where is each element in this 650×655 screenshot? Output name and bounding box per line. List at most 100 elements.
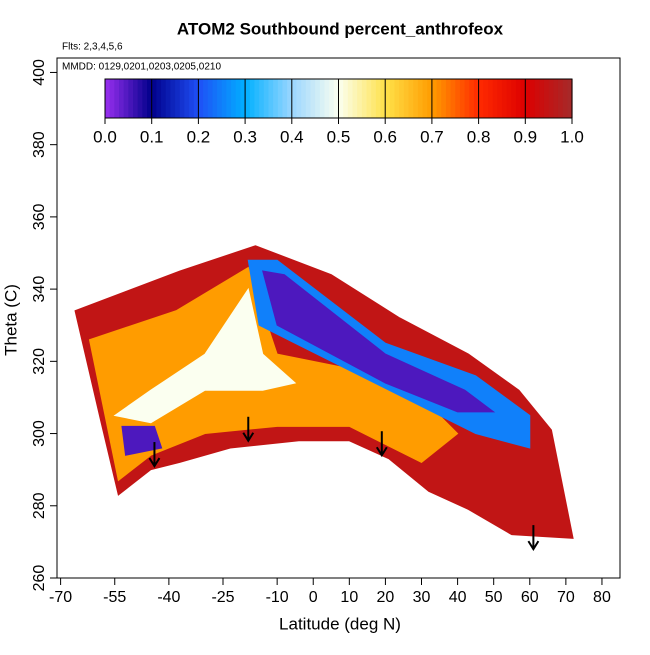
colorbar-cell xyxy=(319,79,326,118)
annotation: MMDD: 0129,0201,0203,0205,0210 xyxy=(62,62,221,73)
colorbar-cell xyxy=(231,79,237,118)
colorbar-cell xyxy=(445,79,452,118)
colorbar-cell xyxy=(133,79,139,118)
colorbar-cell xyxy=(352,79,358,118)
colorbar-cell xyxy=(301,79,307,118)
y-tick-label: 280 xyxy=(31,492,48,519)
colorbar-cell xyxy=(520,79,526,118)
y-tick-label: 260 xyxy=(31,565,48,592)
x-tick-label: -25 xyxy=(211,589,234,606)
colorbar-cell xyxy=(324,79,330,118)
colorbar-cell xyxy=(142,79,148,118)
colorbar-cell xyxy=(217,79,223,118)
x-tick-label: -10 xyxy=(266,589,289,606)
y-tick-label: 340 xyxy=(31,276,48,303)
colorbar-cell xyxy=(165,79,171,118)
annotation: Flts: 2,3,4,5,6 xyxy=(62,42,123,53)
colorbar-tick-label: 0.8 xyxy=(467,127,491,146)
x-tick-label: -40 xyxy=(157,589,180,606)
colorbar-cell xyxy=(478,79,484,118)
colorbar-cell xyxy=(357,79,363,118)
colorbar-cell xyxy=(366,79,372,118)
colorbar-cell xyxy=(539,79,545,118)
colorbar-cell xyxy=(347,79,354,118)
colorbar-cell xyxy=(296,79,302,118)
x-tick-label: 50 xyxy=(485,589,503,606)
colorbar-cell xyxy=(170,79,176,118)
colorbar-tick-label: 0.5 xyxy=(327,127,351,146)
colorbar-cell xyxy=(567,79,573,118)
colorbar-cell xyxy=(119,79,125,118)
x-tick-label: 60 xyxy=(521,589,539,606)
colorbar-cell xyxy=(441,79,447,118)
colorbar-cell xyxy=(543,79,550,118)
colorbar-cell xyxy=(399,79,405,118)
colorbar-cell xyxy=(212,79,218,118)
overlay: 0.0 0.1 0.2 0.3 0.4 0.5 0.6 0.7 0.8 0.9 1.0 xyxy=(93,78,584,551)
colorbar-tick-label: 0.7 xyxy=(420,127,444,146)
colorbar-cell xyxy=(189,79,195,118)
colorbar-cell xyxy=(403,79,410,118)
colorbar-tick-label: 0.0 xyxy=(93,127,117,146)
colorbar-tick-label: 0.6 xyxy=(373,127,397,146)
colorbar-cell xyxy=(529,79,536,118)
colorbar-cell xyxy=(198,79,204,118)
colorbar-cell xyxy=(534,79,540,118)
colorbar-cell xyxy=(361,79,368,118)
colorbar-tick-label: 0.9 xyxy=(513,127,537,146)
x-tick-label: -70 xyxy=(49,589,72,606)
arrow xyxy=(242,416,255,443)
field-region xyxy=(262,270,496,413)
colorbar-cell xyxy=(450,79,456,118)
colorbar-cell xyxy=(245,79,251,118)
colorbar-tick-label: 1.0 xyxy=(560,127,584,146)
colorbar-cell xyxy=(464,79,470,118)
colorbar-cell xyxy=(156,79,162,118)
colorbar-cell xyxy=(525,79,531,118)
arrow-head xyxy=(527,540,540,551)
colorbar-cell xyxy=(151,79,157,118)
colorbar-cell xyxy=(511,79,517,118)
colorbar-cell xyxy=(221,79,228,118)
colorbar-cell xyxy=(147,79,153,118)
x-axis-label: Latitude (deg N) xyxy=(279,614,401,633)
colorbar-cell xyxy=(109,79,115,118)
colorbar-cell xyxy=(235,79,242,118)
y-tick-label: 320 xyxy=(31,348,48,375)
colorbar-cell xyxy=(487,79,494,118)
arrow xyxy=(148,442,161,468)
colorbar-cell xyxy=(380,79,386,118)
colorbar-cell xyxy=(436,79,442,118)
colorbar-cell xyxy=(203,79,209,118)
colorbar-cell xyxy=(273,79,279,118)
field xyxy=(74,245,574,539)
colorbar-cell xyxy=(249,79,256,118)
colorbar-cell xyxy=(128,79,134,118)
colorbar-cell xyxy=(389,79,396,118)
colorbar-cell xyxy=(394,79,400,118)
colorbar-tick-label: 0.4 xyxy=(280,127,304,146)
colorbar-cell xyxy=(263,79,270,118)
colorbar-cell xyxy=(179,79,185,118)
colorbar-cell xyxy=(338,79,344,118)
colorbar-cell xyxy=(562,79,568,118)
colorbar-cell xyxy=(333,79,340,118)
colorbar-cell xyxy=(385,79,391,118)
x-tick-label: 70 xyxy=(557,589,575,606)
colorbar-cell xyxy=(329,79,335,118)
colorbar-cell xyxy=(161,79,167,118)
colorbar-cell xyxy=(240,79,246,118)
x-tick-label: 0 xyxy=(309,589,318,606)
colorbar-cell xyxy=(291,79,298,118)
y-tick-label: 360 xyxy=(31,203,48,230)
colorbar-cell xyxy=(175,79,181,118)
colorbar-cell xyxy=(459,79,466,118)
arrow xyxy=(527,525,540,551)
colorbar-cell xyxy=(455,79,461,118)
colorbar-cell xyxy=(469,79,475,118)
colorbar-cell xyxy=(427,79,433,118)
colorbar-cell xyxy=(282,79,288,118)
colorbar-cell xyxy=(315,79,321,118)
colorbar-cell xyxy=(417,79,424,118)
